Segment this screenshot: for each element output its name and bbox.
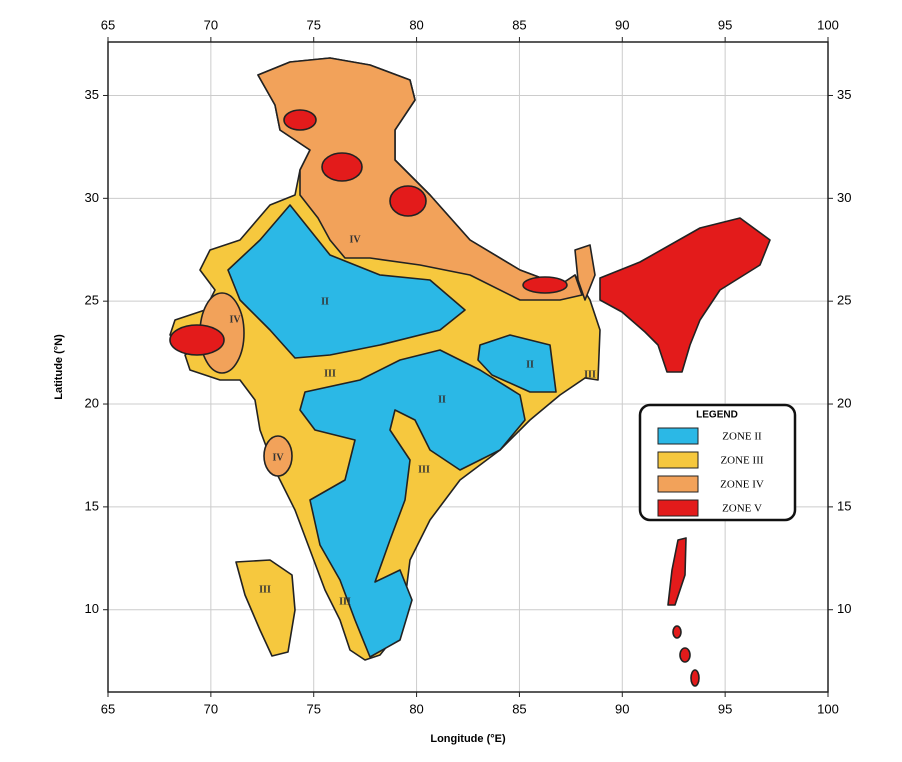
zone-v-area xyxy=(667,537,687,606)
region-label: III xyxy=(259,584,271,595)
legend-label: ZONE V xyxy=(722,503,762,515)
y-tick-label: 10 xyxy=(85,601,99,616)
zone-iv-area xyxy=(574,244,596,301)
zone-ii-area xyxy=(477,334,557,393)
zone-ii-area xyxy=(227,204,466,359)
zone-v-area xyxy=(283,109,317,131)
x-tick-label: 65 xyxy=(101,17,115,32)
zone-iii-area xyxy=(235,559,296,657)
y-tick-label: 25 xyxy=(837,293,851,308)
x-tick-label: 95 xyxy=(718,17,732,32)
region-label: III xyxy=(339,596,351,607)
x-tick-label: 100 xyxy=(817,701,839,716)
y-tick-label: 30 xyxy=(837,190,851,205)
x-tick-label: 95 xyxy=(718,701,732,716)
y-tick-label: 20 xyxy=(85,395,99,410)
zone-v-area xyxy=(672,625,682,639)
region-label: III xyxy=(324,368,336,379)
legend: LEGEND ZONE II ZONE III ZONE IV ZONE V xyxy=(638,403,797,522)
y-tick-label: 10 xyxy=(837,601,851,616)
x-tick-label: 90 xyxy=(615,701,629,716)
zone-v-area xyxy=(679,647,691,663)
x-tick-label: 70 xyxy=(204,701,218,716)
land xyxy=(169,57,771,687)
zone-v-area xyxy=(522,276,568,294)
legend-swatch xyxy=(657,427,699,445)
region-label: II xyxy=(321,296,329,307)
y-axis-label: Latitude (°N) xyxy=(53,334,65,400)
y-tick-label: 15 xyxy=(837,498,851,513)
frame xyxy=(107,41,829,693)
region-label: IV xyxy=(229,314,241,325)
legend-label: ZONE II xyxy=(722,431,762,443)
legend-label: ZONE IV xyxy=(720,479,764,491)
legend-swatch xyxy=(657,499,699,517)
x-tick-label: 80 xyxy=(409,701,423,716)
zone-v-area xyxy=(321,152,363,182)
x-tick-label: 90 xyxy=(615,17,629,32)
x-tick-label: 75 xyxy=(306,701,320,716)
region-label: II xyxy=(438,394,446,405)
y-tick-label: 35 xyxy=(837,87,851,102)
y-tick-label: 30 xyxy=(85,190,99,205)
legend-swatch xyxy=(657,451,699,469)
region-label: III xyxy=(418,464,430,475)
x-tick-label: 70 xyxy=(204,17,218,32)
y-tick-label: 25 xyxy=(85,293,99,308)
region-label: IV xyxy=(349,234,361,245)
region-label: II xyxy=(526,359,534,370)
zone-v-area xyxy=(389,185,427,217)
zone-iv-area xyxy=(257,57,583,301)
legend-title: LEGEND xyxy=(696,410,738,421)
legend-label: ZONE III xyxy=(720,455,763,467)
x-tick-label: 75 xyxy=(306,17,320,32)
x-tick-label: 85 xyxy=(512,701,526,716)
x-tick-label: 85 xyxy=(512,17,526,32)
zone-v-area xyxy=(169,324,225,356)
region-label: III xyxy=(584,369,596,380)
region-labels: II II II III III III III IV IV IV III xyxy=(229,234,596,607)
zone-iv-area xyxy=(263,435,293,477)
region-label: IV xyxy=(272,452,284,463)
y-tick-label: 35 xyxy=(85,87,99,102)
x-tick-label: 65 xyxy=(101,701,115,716)
y-tick-label: 20 xyxy=(837,395,851,410)
x-tick-label: 80 xyxy=(409,17,423,32)
legend-swatch xyxy=(657,475,699,493)
zone-v-area xyxy=(599,217,771,373)
y-tick-label: 15 xyxy=(85,498,99,513)
zone-v-area xyxy=(690,669,700,687)
x-tick-label: 100 xyxy=(817,17,839,32)
x-axis-label: Longitude (°E) xyxy=(430,733,506,745)
zone-ii-area xyxy=(299,349,526,658)
ticks: 65 65 70 70 75 75 80 80 85 85 90 90 95 95 100 100 10 10 15… xyxy=(85,17,852,716)
